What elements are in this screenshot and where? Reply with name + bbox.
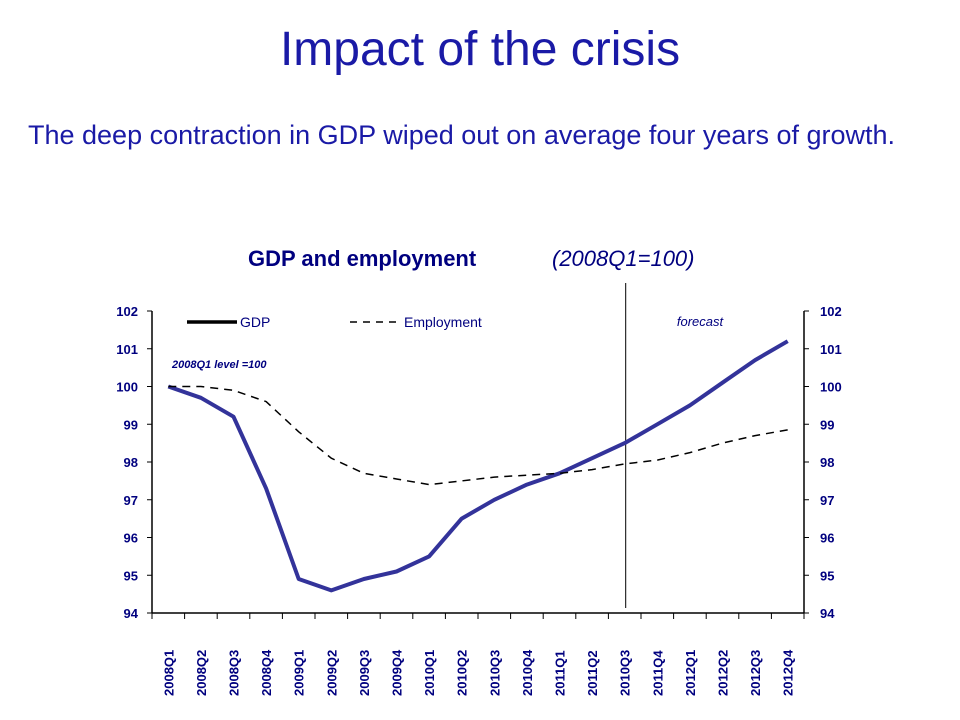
y-tick-label-right: 94 — [820, 606, 835, 621]
y-tick-label-left: 95 — [124, 568, 138, 583]
x-tick-label: 2012Q3 — [748, 650, 763, 696]
x-tick-label: 2012Q1 — [683, 650, 698, 696]
y-tick-label-right: 96 — [820, 531, 834, 546]
x-tick-label: 2009Q3 — [357, 650, 372, 696]
y-tick-label-left: 96 — [124, 531, 138, 546]
x-tick-label: 2010Q3 — [618, 650, 633, 696]
y-tick-label-left: 100 — [116, 380, 138, 395]
x-tick-label: 2011Q4 — [650, 650, 665, 696]
x-tick-label: 2010Q4 — [520, 649, 535, 696]
x-tick-label: 2010Q3 — [487, 650, 502, 696]
y-tick-label-right: 101 — [820, 342, 842, 357]
slide-title: Impact of the crisis — [279, 23, 681, 76]
y-tick-label-left: 94 — [124, 606, 139, 621]
series-line-employment — [168, 385, 788, 486]
y-tick-label-right: 95 — [820, 568, 834, 583]
x-tick-label: 2011Q1 — [553, 650, 568, 696]
chart-unit-label: (2008Q1=100) — [552, 246, 695, 271]
forecast-label: forecast — [677, 314, 725, 329]
base-level-annotation: 2008Q1 level =100 — [171, 359, 267, 371]
x-tick-label: 2012Q4 — [781, 649, 796, 696]
x-tick-label: 2008Q1 — [161, 650, 176, 696]
x-tick-label: 2009Q2 — [324, 650, 339, 696]
x-tick-label: 2012Q2 — [716, 650, 731, 696]
y-tick-label-left: 101 — [116, 342, 138, 357]
x-tick-label: 2008Q2 — [194, 650, 209, 696]
x-tick-label: 2009Q4 — [390, 649, 405, 696]
y-tick-label-right: 97 — [820, 493, 834, 508]
y-tick-label-right: 98 — [820, 455, 834, 470]
y-tick-label-left: 97 — [124, 493, 138, 508]
x-tick-label: 2009Q1 — [292, 650, 307, 696]
y-tick-label-right: 100 — [820, 380, 842, 395]
legend-gdp-label: GDP — [240, 314, 270, 330]
slide-subtitle: The deep contraction in GDP wiped out on… — [28, 120, 896, 150]
x-tick-label: 2008Q3 — [227, 650, 242, 696]
y-tick-label-left: 102 — [116, 304, 138, 319]
y-tick-label-left: 98 — [124, 455, 138, 470]
y-tick-label-left: 99 — [124, 417, 138, 432]
x-tick-label: 2011Q2 — [585, 650, 600, 696]
y-tick-label-right: 99 — [820, 417, 834, 432]
x-tick-label: 2010Q2 — [455, 650, 470, 696]
x-tick-label: 2010Q1 — [422, 650, 437, 696]
y-tick-label-right: 102 — [820, 304, 842, 319]
chart-title: GDP and employment — [248, 246, 477, 271]
series-line-gdp — [167, 339, 789, 593]
legend-employment-label: Employment — [404, 314, 482, 330]
x-tick-label: 2008Q4 — [259, 649, 274, 696]
